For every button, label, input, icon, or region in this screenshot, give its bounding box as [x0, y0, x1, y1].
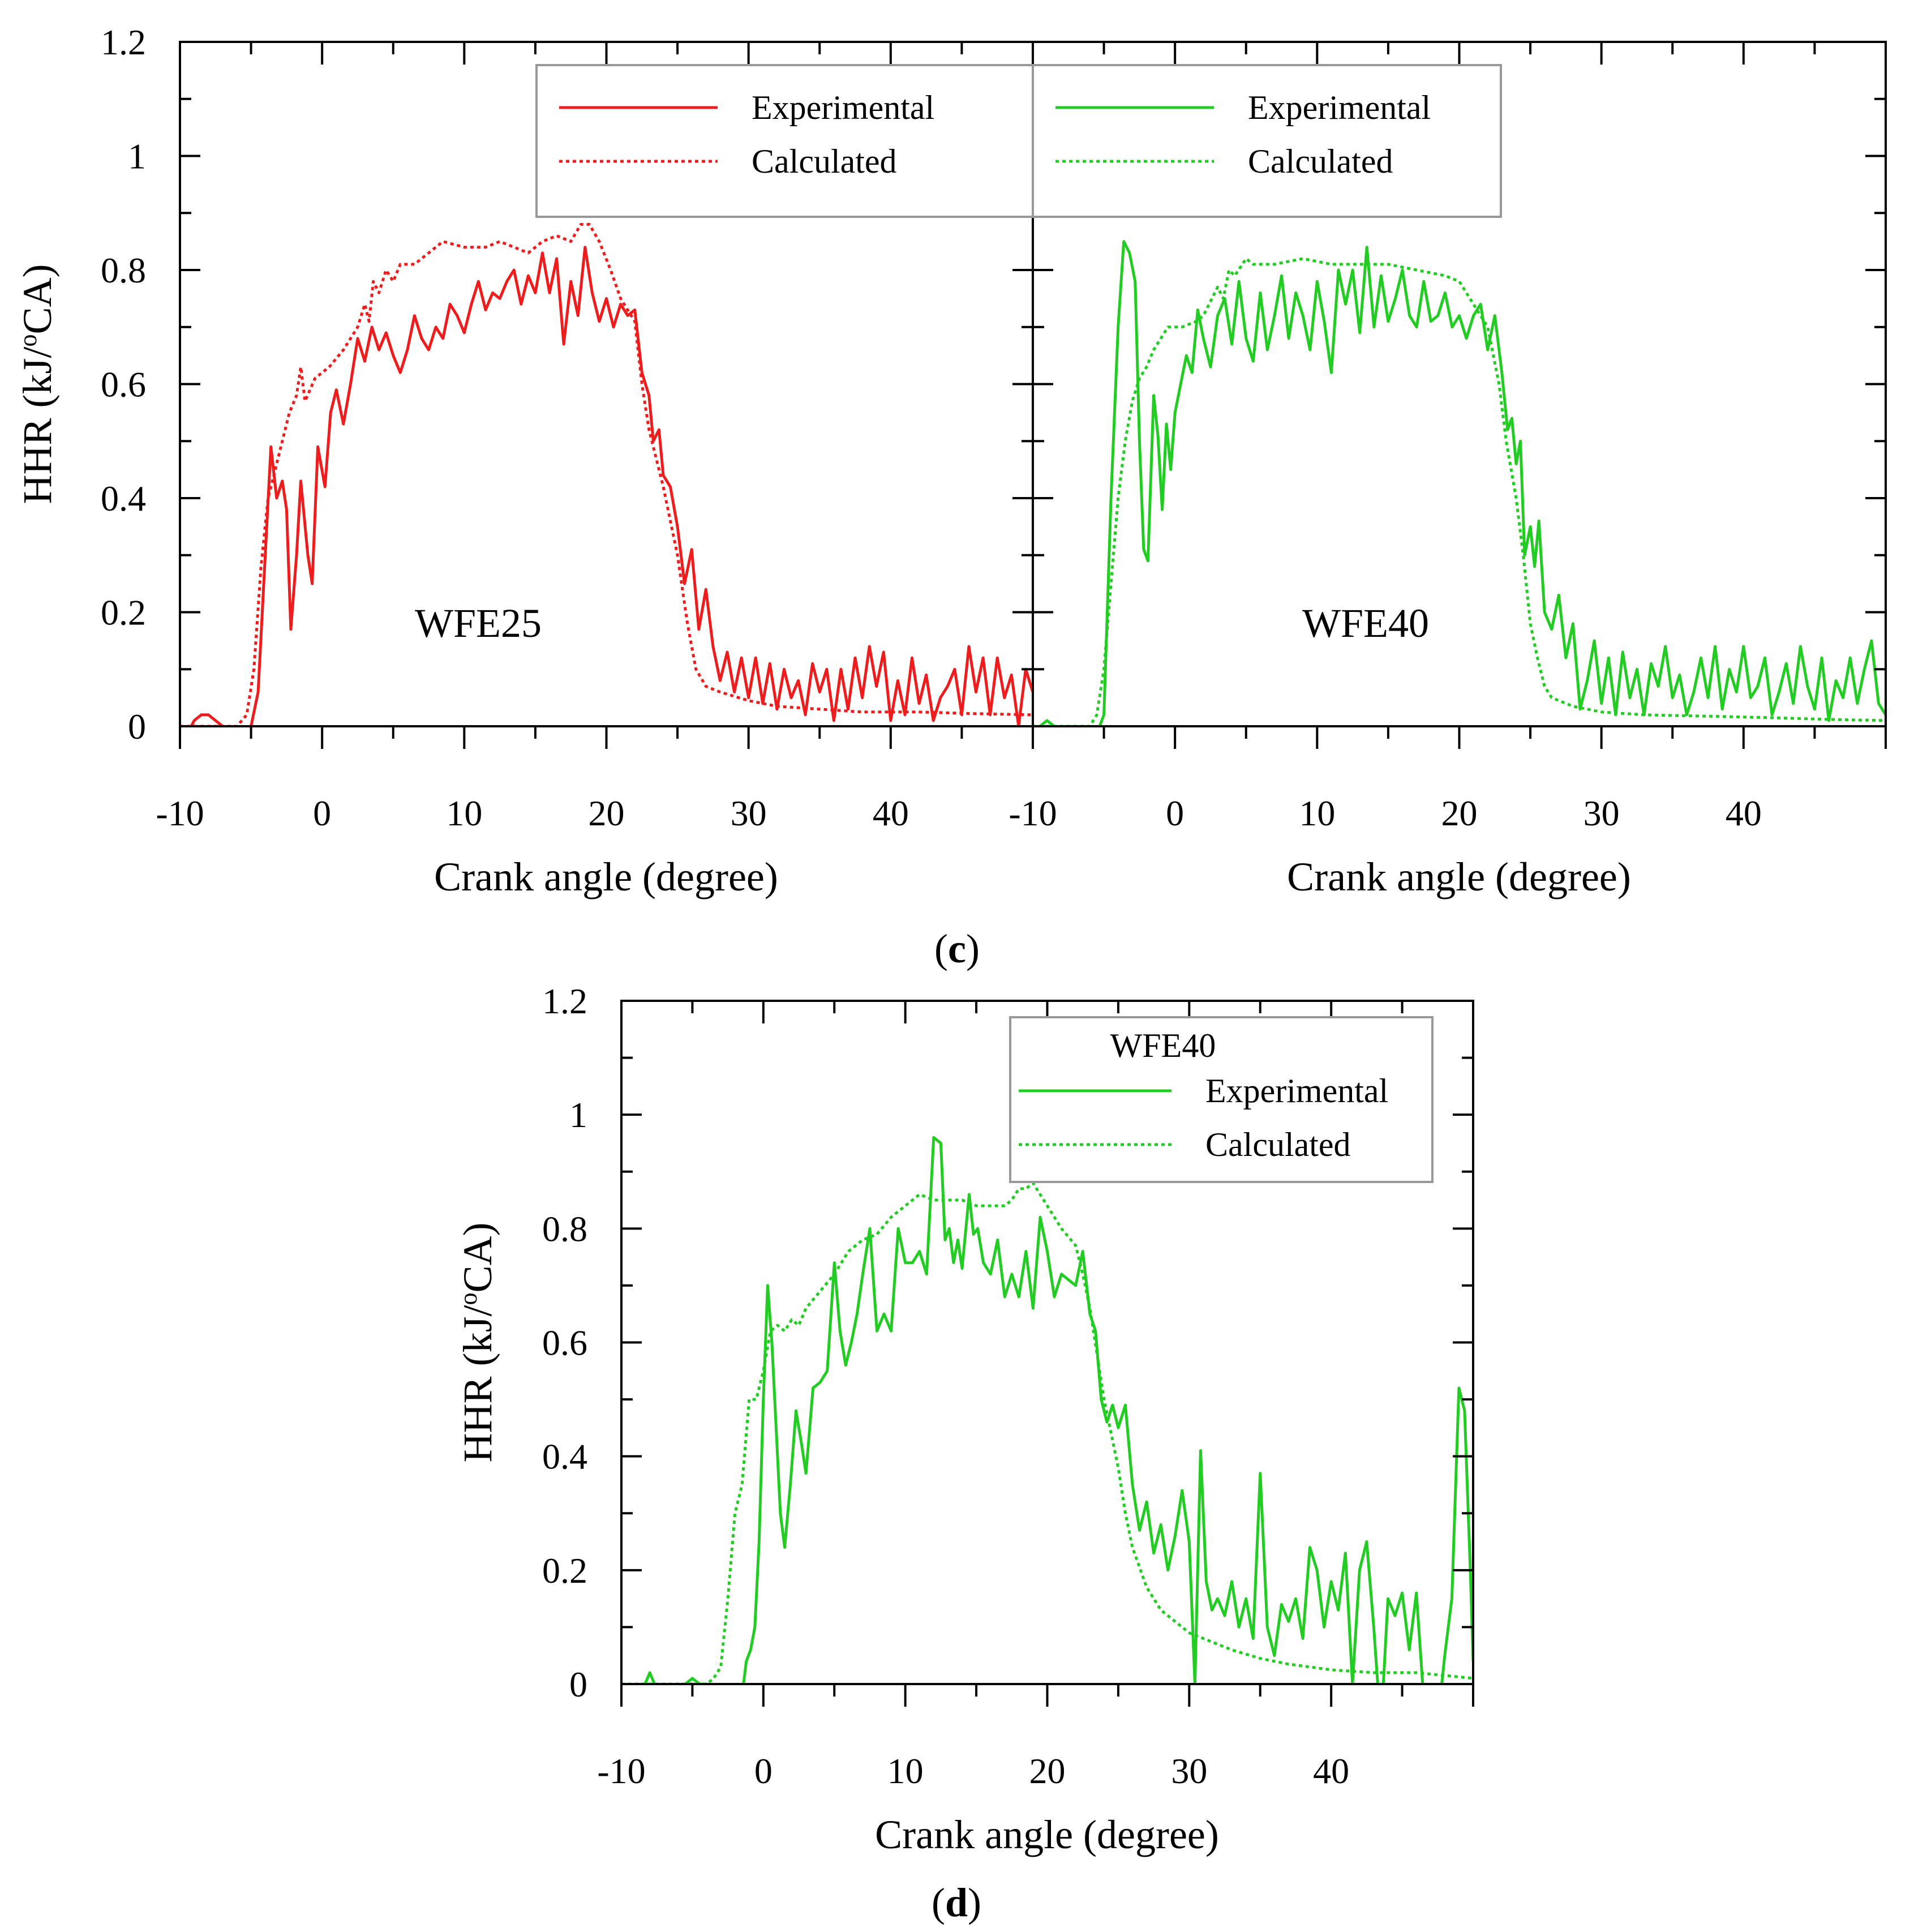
y-tick-label: 0.6 — [542, 1323, 587, 1363]
x-tick-label: 10 — [887, 1751, 924, 1791]
y-tick-label: 1.2 — [542, 981, 587, 1021]
caption-c-letter: c — [948, 926, 966, 971]
x-tick-label: 10 — [1299, 793, 1335, 833]
legend-label-experimental: Experimental — [1205, 1072, 1388, 1109]
caption-d-letter: d — [945, 1880, 968, 1925]
x-tick-label: 20 — [1441, 793, 1478, 833]
x-tick-label: 20 — [589, 793, 625, 833]
legend-title: WFE40 — [1110, 1027, 1216, 1064]
y-axis-title: HHR (kJ/oCA) — [454, 1222, 500, 1462]
x-tick-label: 0 — [313, 793, 331, 833]
legend-label-calculated: Calculated — [1248, 143, 1393, 180]
series-line-calculated-d — [621, 1181, 1473, 1684]
y-tick-label: 0.2 — [101, 593, 146, 633]
y-axis-title: HHR (kJ/oCA) — [14, 264, 60, 504]
x-tick-label: 0 — [1166, 793, 1184, 833]
y-tick-label: 0 — [569, 1664, 587, 1704]
series-line-calculated-c-right — [1033, 257, 1886, 726]
x-tick-label: 20 — [1029, 1751, 1066, 1791]
y-tick-label: 0.4 — [542, 1437, 587, 1477]
x-tick-label: 30 — [1171, 1751, 1207, 1791]
series-line-experimental-c-right — [1037, 240, 1886, 726]
legend-box — [1009, 1016, 1434, 1183]
y-tick-label: 0.8 — [101, 250, 146, 290]
x-tick-label: -10 — [597, 1751, 645, 1791]
x-tick-label: -10 — [1009, 793, 1057, 833]
x-tick-label: -10 — [156, 793, 204, 833]
series-line-experimental-c-left — [190, 246, 1033, 726]
legend-box — [535, 64, 1034, 218]
x-tick-label: 30 — [1583, 793, 1620, 833]
x-tick-label: 0 — [754, 1751, 773, 1791]
x-axis-title: Crank angle (degree) — [434, 854, 778, 899]
y-tick-label: 0.4 — [101, 478, 146, 519]
legend: WFE40 Experimental Calculated — [1009, 1016, 1434, 1183]
panel-annotation: WFE40 — [1302, 601, 1429, 646]
legend: Experimental Calculated — [535, 64, 1034, 218]
x-tick-label: 10 — [446, 793, 482, 833]
x-axis-title: Crank angle (degree) — [875, 1812, 1219, 1857]
y-tick-label: 0 — [128, 706, 146, 747]
x-axis-title: Crank angle (degree) — [1287, 854, 1631, 899]
panel-c-left-chart: 0 0.2 0.4 0.6 0.8 1 1.2 -10 0 10 20 30 40 Crank angle… — [14, 22, 1034, 899]
x-tick-label: 40 — [873, 793, 909, 833]
panel-c-right-chart: -10 0 10 20 30 40 Crank angle (degree) WFE40 Exp… — [1009, 41, 1887, 899]
y-tick-label: 1.2 — [101, 22, 146, 62]
caption-c: (c) — [934, 926, 980, 971]
panel-annotation: WFE25 — [415, 601, 542, 646]
y-tick-label: 0.8 — [542, 1209, 587, 1249]
legend-label-experimental: Experimental — [752, 89, 934, 126]
caption-d: (d) — [932, 1880, 981, 1925]
x-tick-label: 40 — [1313, 1751, 1349, 1791]
legend-box — [1032, 64, 1502, 218]
y-tick-label: 1 — [128, 136, 146, 177]
y-tick-label: 1 — [569, 1095, 587, 1135]
legend: Experimental Calculated — [1032, 64, 1502, 218]
legend-label-experimental: Experimental — [1248, 89, 1431, 126]
legend-label-calculated: Calculated — [1205, 1126, 1351, 1163]
panel-d-chart: 0 0.2 0.4 0.6 0.8 1 1.2 -10 0 10 20 30 40 Crank angle… — [454, 981, 1474, 1857]
series-line-experimental-d — [621, 1136, 1473, 1684]
legend-label-calculated: Calculated — [752, 143, 897, 180]
x-tick-label: 40 — [1726, 793, 1762, 833]
y-tick-label: 0.2 — [542, 1550, 587, 1591]
series-line-calculated-c-left — [180, 222, 1033, 726]
x-tick-label: 30 — [731, 793, 767, 833]
y-tick-label: 0.6 — [101, 365, 146, 405]
